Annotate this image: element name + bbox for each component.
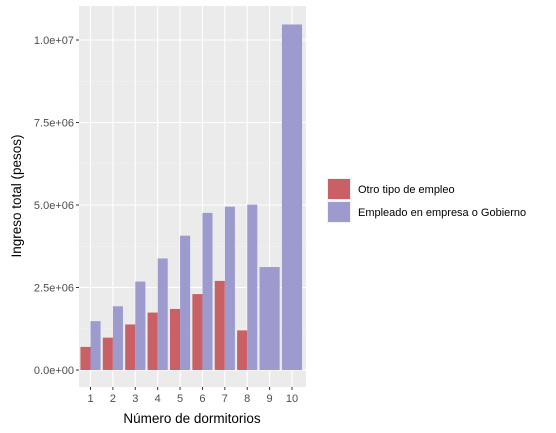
bar-empleado-6 xyxy=(202,212,213,370)
x-tick-label: 5 xyxy=(177,393,183,405)
bar-otro-8 xyxy=(237,330,248,370)
bar-otro-6 xyxy=(192,294,203,370)
bar-otro-2 xyxy=(102,337,113,370)
x-tick-label: 7 xyxy=(222,393,228,405)
bar-empleado-10 xyxy=(281,24,303,371)
bar-empleado-9 xyxy=(259,267,280,370)
bars xyxy=(80,24,303,371)
y-axis-title: Ingreso total (pesos) xyxy=(9,134,24,257)
bar-empleado-4 xyxy=(157,258,168,370)
bar-empleado-7 xyxy=(224,206,235,370)
y-tick-label: 1.0e+07 xyxy=(34,35,74,47)
x-tick-label: 9 xyxy=(267,393,273,405)
x-tick-label: 2 xyxy=(110,393,116,405)
x-tick-label: 4 xyxy=(155,393,161,405)
x-tick-label: 6 xyxy=(199,393,205,405)
y-tick-label: 7.5e+06 xyxy=(34,118,74,130)
y-tick-label: 5.0e+06 xyxy=(34,200,74,212)
bar-otro-7 xyxy=(214,280,225,370)
bar-empleado-5 xyxy=(180,235,191,370)
y-axis-ticks: 0.0e+00 2.5e+06 5.0e+06 7.5e+06 1.0e+07 xyxy=(34,35,79,377)
y-tick-label: 0.0e+00 xyxy=(34,365,74,377)
x-axis-ticks: 1 2 3 4 5 6 7 8 9 10 xyxy=(87,387,298,405)
bar-otro-5 xyxy=(169,308,181,370)
y-tick-label: 2.5e+06 xyxy=(34,283,74,295)
bar-empleado-2 xyxy=(112,306,123,370)
legend: Otro tipo de empleo Empleado en empresa o… xyxy=(327,178,526,223)
legend-label: Otro tipo de empleo xyxy=(358,184,455,196)
x-tick-label: 10 xyxy=(286,393,298,405)
bar-otro-3 xyxy=(125,324,136,370)
x-tick-label: 3 xyxy=(132,393,138,405)
bar-empleado-3 xyxy=(135,281,146,370)
bar-otro-1 xyxy=(80,346,91,370)
bar-otro-4 xyxy=(147,312,158,370)
legend-key xyxy=(328,179,350,199)
bar-empleado-1 xyxy=(90,321,101,370)
x-axis-title: Número de dormitorios xyxy=(123,411,261,426)
legend-label: Empleado en empresa o Gobierno xyxy=(358,207,526,219)
x-tick-label: 1 xyxy=(87,393,93,405)
x-tick-label: 8 xyxy=(244,393,250,405)
bar-empleado-8 xyxy=(247,204,258,370)
legend-key xyxy=(328,202,350,222)
